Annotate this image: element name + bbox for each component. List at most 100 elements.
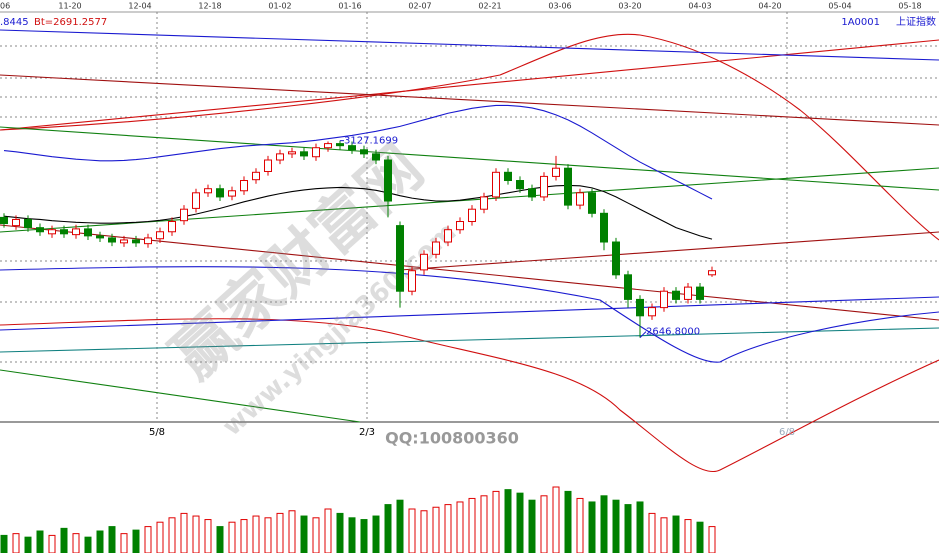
candle-body [132, 239, 140, 244]
header-symbol: 1A0001 [841, 17, 880, 28]
candle-body [60, 229, 68, 235]
volume-bar [540, 495, 548, 553]
trend-line [0, 74, 939, 126]
date-label: 02-21 [478, 2, 501, 11]
trend-line [0, 167, 939, 233]
volume-bar [624, 504, 632, 553]
candle-body [612, 241, 620, 276]
candle-body [204, 188, 212, 194]
candle-body [684, 286, 692, 300]
candle-body [276, 153, 284, 161]
volume-bar [228, 521, 236, 553]
volume-bar [468, 497, 476, 553]
volume-bar [204, 519, 212, 553]
candle-body [300, 151, 308, 157]
candle-body [708, 270, 716, 276]
volume-bar [552, 486, 560, 553]
candle-body [564, 167, 572, 206]
candle-body [444, 229, 452, 243]
volume-bar [96, 530, 104, 553]
candle-body [192, 192, 200, 209]
volume-bar [252, 515, 260, 553]
volume-bar [324, 508, 332, 553]
candle-body [480, 196, 488, 210]
candle-body [180, 208, 188, 222]
volume-bar [480, 495, 488, 553]
volume-bar [120, 533, 128, 553]
volume-bar [360, 519, 368, 553]
candle-body [324, 143, 332, 149]
volume-bar [84, 536, 92, 553]
volume-bar [348, 517, 356, 553]
candle-body [84, 228, 92, 237]
trend-line [0, 29, 939, 61]
volume-bar [0, 534, 8, 553]
candle-body [660, 290, 668, 309]
volume-bar [576, 497, 584, 553]
volume-bar [72, 533, 80, 553]
high-label: 3127.1699 [344, 136, 398, 147]
volume-bar [168, 517, 176, 553]
trend-line [0, 327, 939, 353]
candle-body [456, 221, 464, 231]
volume-bar [60, 527, 68, 553]
volume-bar [384, 504, 392, 553]
candle-body [96, 235, 104, 239]
trend-line [0, 126, 939, 191]
volume-bar [276, 512, 284, 553]
volume-bar [612, 499, 620, 553]
candle-body [372, 153, 380, 161]
date-label: 02-07 [408, 2, 431, 11]
volume-bar [288, 510, 296, 553]
volume-bar [600, 495, 608, 553]
volume-bar [696, 521, 704, 553]
moving-average [3, 184, 713, 240]
candle-body [696, 286, 704, 300]
volume-bar [48, 534, 56, 553]
header-name: 上证指数 [896, 15, 936, 28]
trend-line [0, 224, 939, 321]
level-lines [0, 12, 939, 422]
candle-body [588, 192, 596, 214]
candle-body [384, 159, 392, 202]
marker-label: 2/3 [359, 427, 375, 438]
volume-bar [636, 501, 644, 553]
volume-bar [504, 489, 512, 553]
candle-body [216, 188, 224, 198]
volume-bar [660, 517, 668, 553]
volume-bar [264, 517, 272, 553]
trend-line [0, 369, 361, 423]
marker-label: 5/8 [149, 427, 165, 438]
date-label: 03-20 [618, 2, 641, 11]
volume-bar [456, 501, 464, 553]
volume-bar [216, 526, 224, 553]
volume-bar [372, 515, 380, 553]
date-label: 04-20 [758, 2, 781, 11]
volume-bar [432, 506, 440, 553]
candle-body [528, 188, 536, 198]
date-label: 12-04 [128, 2, 151, 11]
lower-band [0, 318, 939, 473]
candle-body [0, 216, 8, 225]
trend-line [399, 231, 939, 271]
candle-body [600, 212, 608, 243]
candle-body [72, 228, 80, 236]
candle-body [144, 237, 152, 245]
volume-bar [180, 512, 188, 553]
date-label: 06 [0, 2, 10, 11]
candle-body [348, 145, 356, 151]
volume-bar [588, 501, 596, 553]
candle-body [540, 175, 548, 198]
volume-bar [156, 521, 164, 553]
volume-bar [420, 510, 428, 553]
low-pointer [639, 331, 647, 338]
date-label: 05-18 [898, 2, 921, 11]
volume-bar [396, 499, 404, 553]
candle-body [264, 159, 272, 172]
candle-body [312, 147, 320, 158]
volume-bar [300, 515, 308, 553]
candle-body [360, 149, 368, 155]
candle-body [420, 253, 428, 271]
trend-line [0, 296, 939, 331]
volume-bar [516, 492, 524, 553]
